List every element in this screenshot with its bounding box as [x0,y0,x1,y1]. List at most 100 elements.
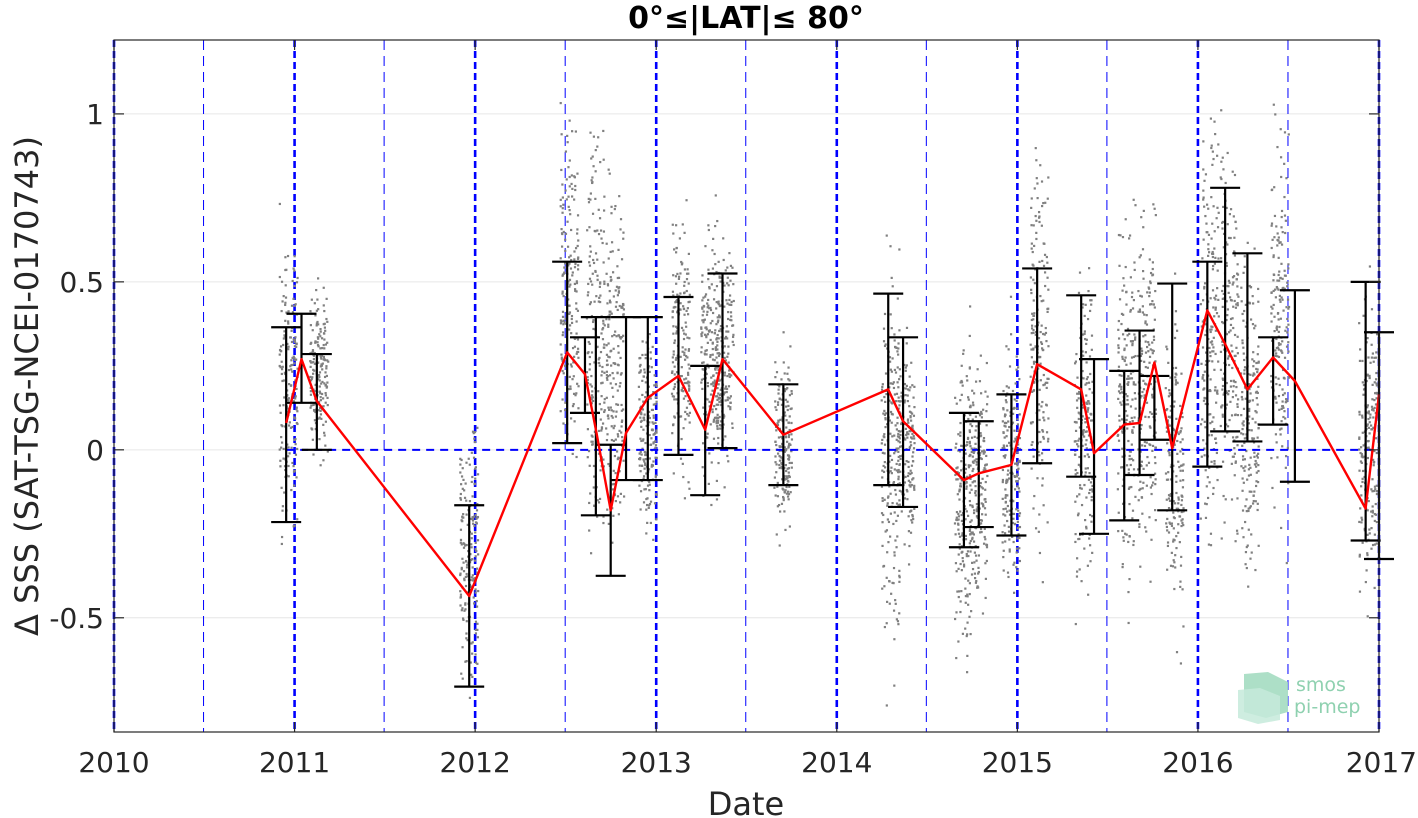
scatter-point [1278,343,1281,347]
scatter-point [1037,337,1041,340]
scatter-point [685,199,688,202]
scatter-point [1140,352,1144,355]
y-tick-label: 1 [86,98,104,131]
scatter-point [1144,334,1147,337]
scatter-point [1241,398,1244,401]
scatter-point [959,434,962,437]
scatter-point [1212,492,1215,496]
scatter-point [571,452,574,456]
scatter-point [731,422,734,425]
scatter-point [1216,389,1219,392]
scatter-point [716,352,719,355]
scatter-point [573,355,576,358]
scatter-point [295,408,298,411]
scatter-point [648,480,651,483]
scatter-point [965,634,968,638]
scatter-point [1080,580,1083,583]
scatter-point [1120,388,1123,391]
scatter-point [280,446,283,449]
scatter-point [1231,436,1235,439]
scatter-point [1210,340,1214,343]
scatter-point [1076,376,1079,379]
scatter-point [1222,284,1225,288]
scatter-point [1207,434,1210,437]
scatter-point [1081,303,1085,306]
scatter-point [710,383,713,386]
scatter-point [773,486,776,489]
scatter-point [1017,487,1020,490]
scatter-point [706,432,709,435]
scatter-point [961,384,964,387]
scatter-point [1174,366,1178,370]
scatter-point [1089,481,1093,484]
scatter-point [904,366,907,369]
scatter-point [968,454,971,458]
scatter-point [1276,244,1279,247]
scatter-point [562,323,565,326]
scatter-point [974,415,978,418]
scatter-point [1015,435,1019,439]
scatter-point [1271,238,1274,241]
scatter-point [777,388,780,391]
scatter-point [1151,349,1154,352]
scatter-point [788,456,791,459]
scatter-point [726,282,729,285]
scatter-point [700,346,703,349]
scatter-point [707,482,710,485]
scatter-point [785,426,788,429]
scatter-point [889,368,892,371]
scatter-point [620,420,624,424]
scatter-point [1131,509,1135,512]
scatter-point [729,264,733,267]
scatter-point [1179,469,1182,472]
scatter-point [1278,383,1281,387]
scatter-point [681,386,684,390]
scatter-point [984,513,987,516]
scatter-point [776,403,780,406]
scatter-point [1283,287,1286,290]
scatter-point [313,369,316,372]
scatter-point [1209,532,1213,535]
scatter-point [474,661,478,664]
scatter-point [1181,486,1185,489]
scatter-point [968,442,971,445]
scatter-point [731,324,735,327]
scatter-point [294,443,297,446]
scatter-point [780,445,783,448]
scatter-point [1241,509,1245,512]
scatter-point [286,342,289,346]
scatter-point [883,443,887,446]
scatter-point [715,307,718,310]
scatter-point [601,381,604,384]
scatter-point [960,519,964,522]
scatter-point [1149,280,1152,283]
scatter-point [672,325,675,328]
scatter-point [317,308,320,311]
scatter-point [642,428,645,431]
scatter-point [1361,416,1364,419]
scatter-point [1374,378,1378,381]
scatter-point [1078,437,1081,440]
scatter-point [284,303,287,307]
scatter-point [464,603,467,606]
scatter-point [715,338,718,341]
scatter-point [908,405,911,408]
scatter-point [1369,424,1373,427]
scatter-point [984,596,987,600]
scatter-point [616,433,619,436]
scatter-point [1042,264,1046,267]
scatter-point [783,478,787,481]
scatter-point [1142,335,1145,338]
scatter-point [1085,338,1088,341]
scatter-point [314,383,317,387]
scatter-point [785,469,788,473]
scatter-point [1041,400,1044,404]
scatter-point [701,331,704,334]
scatter-point [980,457,983,461]
scatter-point [679,415,682,418]
scatter-point [790,438,794,441]
scatter-point [895,462,898,466]
scatter-point [1030,443,1033,446]
scatter-point [964,577,967,580]
scatter-point [1040,342,1044,345]
